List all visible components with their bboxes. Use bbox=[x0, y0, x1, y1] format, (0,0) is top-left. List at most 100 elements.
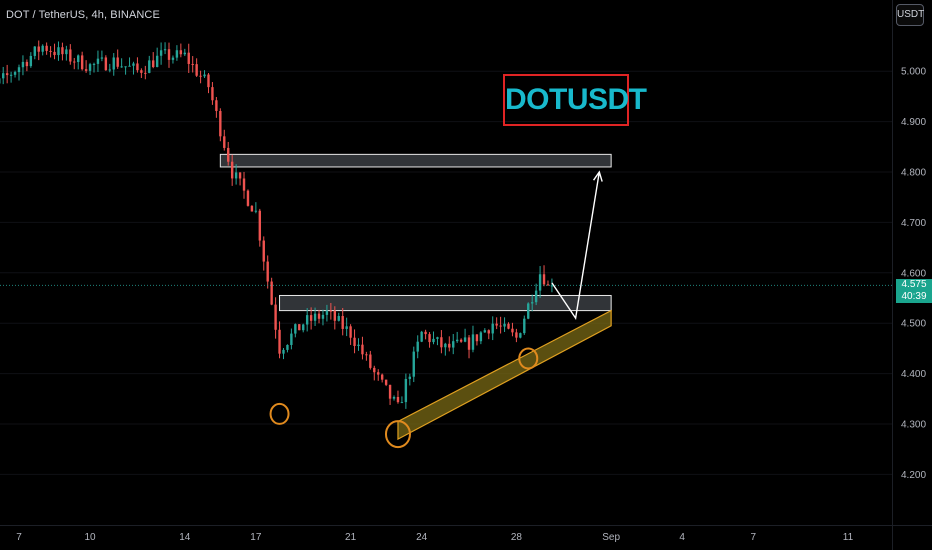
candle-body bbox=[432, 338, 435, 343]
candle-body bbox=[49, 50, 52, 52]
candle-body bbox=[440, 337, 443, 348]
candle-body bbox=[503, 323, 506, 327]
candle-body bbox=[80, 55, 84, 70]
candle-body bbox=[73, 61, 76, 63]
candle-body bbox=[211, 87, 214, 101]
price-tick-label: 4.400 bbox=[901, 369, 926, 380]
currency-button[interactable]: USDT bbox=[896, 4, 924, 26]
bar-countdown: 40:39 bbox=[901, 291, 927, 303]
candle-body bbox=[69, 49, 72, 62]
price-tick-label: 4.800 bbox=[901, 168, 926, 179]
candle-body bbox=[333, 310, 337, 321]
circled-lows bbox=[269, 347, 539, 449]
candle-body bbox=[495, 323, 498, 326]
candle-body bbox=[290, 333, 293, 345]
time-axis[interactable]: 7 10 14 17 21 24 28 Sep 4 7 11 bbox=[0, 525, 932, 544]
candle-body bbox=[132, 63, 135, 66]
candle-body bbox=[309, 315, 313, 321]
candle-body bbox=[361, 344, 364, 355]
candle-body bbox=[471, 334, 475, 350]
candle-body bbox=[298, 324, 301, 331]
resistance-zone bbox=[219, 153, 612, 168]
candle-body bbox=[29, 55, 33, 67]
candle-body bbox=[246, 190, 250, 206]
grid bbox=[0, 70, 892, 475]
candle-body bbox=[530, 302, 534, 304]
candle-body bbox=[491, 323, 494, 334]
candle-body bbox=[527, 303, 530, 319]
price-tick-label: 4.600 bbox=[901, 268, 926, 279]
candle-body bbox=[542, 274, 546, 285]
time-tick-label: 24 bbox=[416, 532, 428, 543]
candle-body bbox=[337, 316, 340, 321]
candle-body bbox=[124, 66, 127, 68]
price-tick-label: 5.000 bbox=[901, 67, 926, 78]
price-tick-label: 4.700 bbox=[901, 218, 926, 229]
candle-body bbox=[384, 379, 388, 385]
candle-body bbox=[499, 325, 502, 327]
candle-body bbox=[353, 337, 356, 346]
candle-body bbox=[144, 72, 147, 74]
price-axis[interactable]: 5.000 4.900 4.800 4.700 4.600 4.500 4.400 4.300… bbox=[892, 0, 927, 550]
candle-body bbox=[392, 396, 396, 399]
candle-body bbox=[13, 72, 17, 75]
candle-body bbox=[448, 343, 451, 348]
candle-body bbox=[511, 328, 514, 333]
candle-body bbox=[321, 314, 325, 319]
low-marker-circle bbox=[518, 347, 539, 370]
candle-body bbox=[92, 63, 96, 65]
candle-body bbox=[57, 47, 60, 56]
candle-body bbox=[416, 341, 419, 352]
time-tick-label: Sep bbox=[602, 532, 620, 543]
candle-body bbox=[53, 51, 56, 56]
candle-body bbox=[444, 343, 447, 348]
candle-body bbox=[171, 57, 175, 60]
time-tick-label: 14 bbox=[179, 532, 191, 543]
projection-line bbox=[551, 171, 600, 321]
candle-body bbox=[262, 240, 265, 262]
candle-body bbox=[112, 57, 115, 70]
candle-body bbox=[373, 367, 376, 373]
candle-body bbox=[294, 324, 297, 334]
last-price-value: 4.575 bbox=[901, 279, 927, 291]
candle-body bbox=[404, 378, 408, 403]
candle-body bbox=[136, 63, 139, 71]
candle-body bbox=[424, 331, 427, 335]
candle-body bbox=[159, 50, 163, 56]
time-tick-label: 28 bbox=[511, 532, 523, 543]
candle-body bbox=[219, 110, 222, 137]
trend-channel bbox=[397, 309, 612, 441]
candle-body bbox=[167, 49, 171, 60]
candle-body bbox=[250, 205, 254, 212]
candle-body bbox=[88, 64, 92, 71]
candle-body bbox=[317, 313, 321, 319]
candle-body bbox=[400, 402, 404, 404]
candle-body bbox=[487, 330, 490, 334]
candle-body bbox=[163, 49, 167, 51]
candle-body bbox=[215, 100, 218, 111]
candle-body bbox=[227, 147, 230, 162]
candle-body bbox=[286, 344, 289, 350]
time-tick-label: 11 bbox=[843, 532, 854, 543]
last-price-tag: 4.575 40:39 bbox=[896, 279, 932, 304]
candle-body bbox=[65, 49, 68, 55]
low-marker-circle bbox=[269, 402, 290, 425]
projection-arrow bbox=[551, 170, 603, 321]
candle-body bbox=[195, 64, 198, 76]
candle-body bbox=[305, 315, 309, 325]
candle-body bbox=[266, 261, 269, 282]
candle-body bbox=[325, 310, 329, 315]
price-tick-label: 4.300 bbox=[901, 420, 926, 431]
candle-body bbox=[357, 344, 360, 346]
candle-body bbox=[436, 337, 439, 339]
candle-body bbox=[242, 178, 246, 191]
candle-body bbox=[179, 50, 183, 55]
ascending-channel bbox=[397, 309, 612, 441]
candle-body bbox=[45, 45, 48, 51]
candle-body bbox=[428, 334, 431, 343]
candle-body bbox=[155, 55, 159, 68]
candle-body bbox=[546, 284, 550, 286]
pair-badge: DOTUSDT bbox=[503, 74, 647, 126]
candle-body bbox=[84, 69, 88, 71]
